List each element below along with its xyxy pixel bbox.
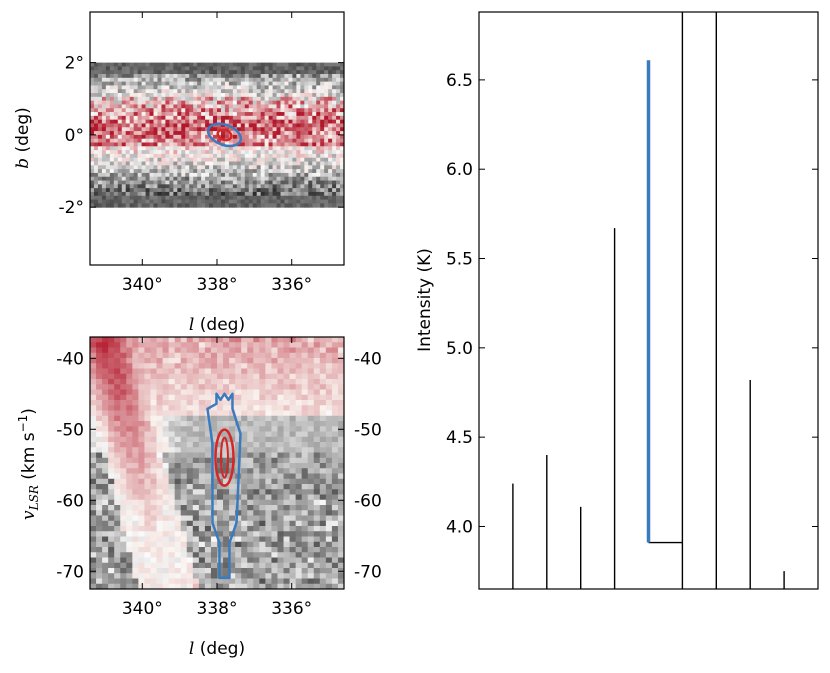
dendrogram-y-tick-label: 6.5 [446,71,473,91]
sky-map-y-tick-label: -2° [59,198,84,218]
sky-map-xlabel: l (deg) [189,315,245,335]
dendrogram-y-tick-label: 4.0 [446,517,473,537]
pv-panel: 340° 338° 336° -40 -40 -50 -50 -60 -60 -70 -70 l … [16,336,382,659]
sky-map-heatmap [90,62,344,208]
sky-map-inner-contour [216,128,233,142]
sky-map-y-ticks: 2° 0° -2° [59,54,344,218]
dendrogram-lines [512,12,785,589]
dendrogram-frame [478,11,819,590]
pv-contours [206,392,242,580]
dendrogram-y-tick-label: 6.0 [446,160,473,180]
pv-heatmap [90,337,344,589]
dendrogram-y-tick-label: 5.0 [446,339,473,359]
pv-xlabel: l (deg) [189,639,245,659]
dendrogram-y-ticks: 4.0 4.5 5.0 5.5 6.0 6.5 [446,71,818,537]
dendrogram-y-tick-label: 4.5 [446,428,473,448]
pv-y-tick-label-right: -50 [354,420,382,440]
sky-map-y-tick-label: 2° [65,54,84,74]
pv-outer-contour [206,392,242,580]
sky-map-contours [206,122,243,148]
sky-map-x-tick-label: 340° [122,275,163,295]
pv-y-ticks: -40 -40 -50 -50 -60 -60 -70 -70 [56,349,382,582]
pv-y-tick-label-left: -60 [56,491,84,511]
sky-map-panel: 340° 338° 336° 2° 0° -2° l (deg) b (deg) [13,11,345,335]
pv-x-tick-label: 340° [122,599,163,619]
pv-inner-contour [214,428,235,487]
sky-map-outer-contour [206,122,243,148]
sky-map-x-tick-label: 338° [197,275,238,295]
pv-ylabel: vLSR (km s−1) [16,408,41,520]
dendrogram-ylabel: Intensity (K) [415,248,435,352]
pv-y-tick-label-left: -40 [56,349,84,369]
pv-x-tick-label: 336° [271,599,312,619]
pv-x-tick-label: 338° [197,599,238,619]
pv-y-tick-label-left: -70 [56,562,84,582]
pv-y-tick-label-left: -50 [56,420,84,440]
sky-map-ylabel: b (deg) [13,107,33,169]
pv-y-tick-label-right: -40 [354,349,382,369]
sky-map-y-tick-label: 0° [65,126,84,146]
sky-map-x-tick-label: 336° [271,275,312,295]
pv-y-tick-label-right: -60 [354,491,382,511]
pv-y-tick-label-right: -70 [354,562,382,582]
sky-map-x-ticks: 340° 338° 336° [122,12,312,295]
pv-core-contour [219,436,229,479]
dendrogram-y-tick-label: 5.5 [446,250,473,270]
dendrogram-panel: 4.0 4.5 5.0 5.5 6.0 6.5 Intensity (K) [415,11,819,590]
pv-x-ticks: 340° 338° 336° [122,337,312,619]
